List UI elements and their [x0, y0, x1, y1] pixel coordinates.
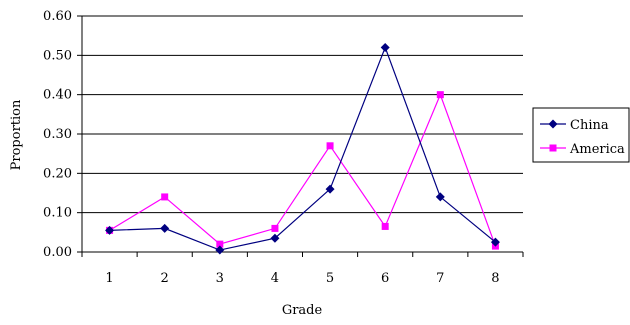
data-point-china: [270, 233, 280, 243]
x-tick-label: 5: [326, 271, 334, 286]
series: [105, 42, 500, 255]
y-tick-label: 0.50: [43, 48, 72, 63]
y-tick-label: 0.10: [43, 206, 72, 221]
y-tick-label: 0.20: [43, 166, 72, 181]
legend: China America: [532, 107, 630, 163]
data-point-china: [490, 237, 500, 247]
data-point-china: [435, 192, 445, 202]
x-tick-label: 4: [271, 271, 279, 286]
x-tick-label: 8: [491, 271, 499, 286]
tick-labels: 0.00 0.10 0.20 0.30 0.40 0.50 0.60 1 2 3 4 5 6 7 8: [43, 9, 500, 286]
x-tick-label: 3: [216, 271, 224, 286]
data-point-america: [436, 91, 444, 99]
legend-label: America: [569, 142, 625, 157]
legend-marker: [549, 144, 557, 152]
x-tick-label: 1: [105, 271, 113, 286]
y-axis-label: Proportion: [9, 99, 24, 170]
x-axis-label: Grade: [282, 303, 323, 318]
series-line-america: [109, 93, 497, 247]
gridlines: [82, 15, 523, 214]
data-point-america: [216, 240, 224, 248]
series-line-china: [109, 45, 496, 251]
data-point-china: [105, 225, 115, 235]
x-tick-label: 6: [381, 271, 389, 286]
legend-label: China: [570, 118, 609, 133]
legend-item-america: America: [540, 142, 625, 157]
x-tick-label: 7: [436, 271, 444, 286]
y-tick-label: 0.60: [43, 9, 72, 24]
y-tick-label: 0.00: [43, 245, 72, 260]
data-point-america: [161, 193, 169, 201]
data-point-america: [326, 142, 334, 150]
data-point-china: [380, 42, 390, 52]
data-point-china: [215, 245, 225, 255]
legend-marker: [548, 119, 558, 129]
data-point-america: [271, 224, 279, 232]
axes: [77, 15, 524, 257]
y-tick-label: 0.40: [43, 88, 72, 103]
data-point-china: [160, 223, 170, 233]
x-tick-label: 2: [161, 271, 169, 286]
legend-box: [532, 107, 630, 163]
data-point-america: [381, 222, 389, 230]
series-china: [105, 42, 500, 255]
y-tick-label: 0.30: [43, 127, 72, 142]
legend-item-china: China: [540, 118, 609, 133]
data-point-china: [325, 184, 335, 194]
